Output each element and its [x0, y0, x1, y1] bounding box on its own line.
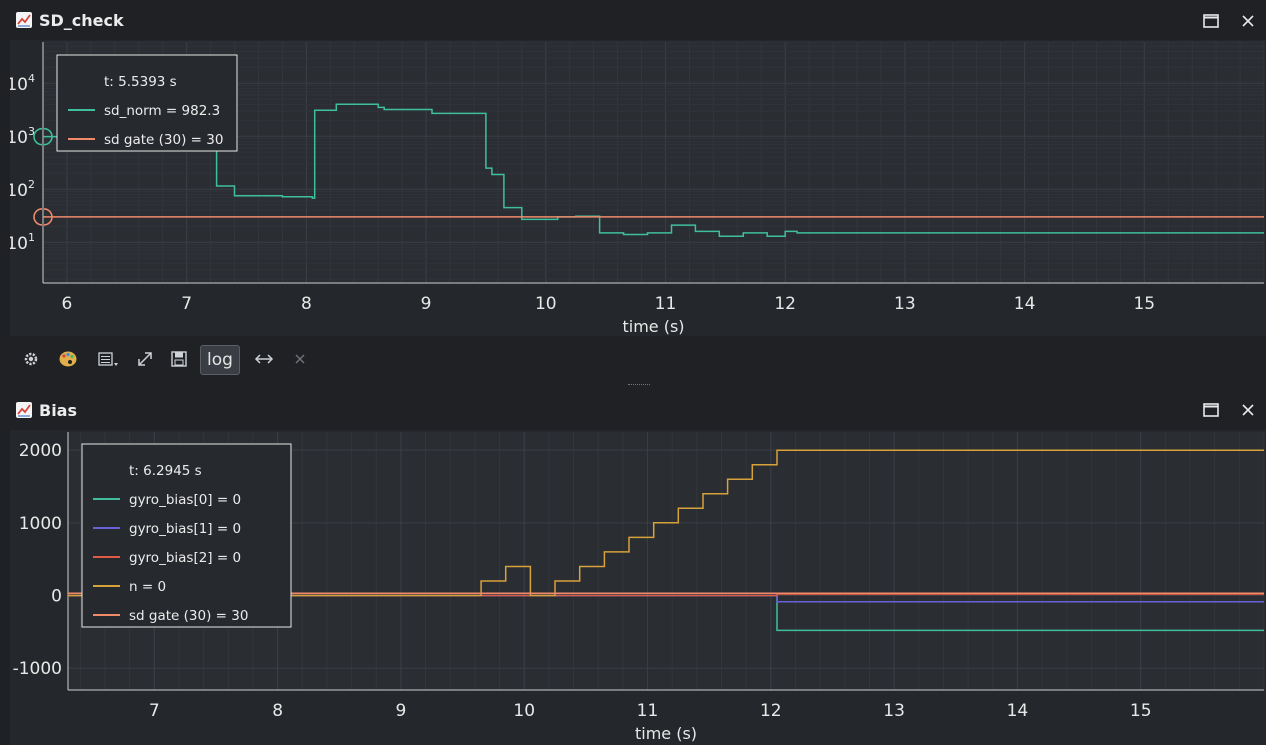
x-tick-label: 15	[1130, 701, 1152, 721]
x-tick-label: 9	[421, 294, 432, 314]
legend-time: t: 6.2945 s	[129, 463, 202, 479]
legend-entry: n = 0	[129, 579, 166, 595]
x-axis-label: time (s)	[635, 724, 697, 743]
palette-button[interactable]	[55, 346, 81, 372]
settings-button[interactable]	[18, 346, 44, 372]
x-tick-label: 11	[655, 294, 677, 314]
series-line-sd-norm	[43, 103, 1264, 237]
y-tick-label: -1000	[13, 659, 62, 679]
legend-menu-button[interactable]	[95, 346, 121, 372]
y-tick-label: 101	[10, 231, 35, 254]
chart-icon	[16, 12, 32, 28]
bias-plot-panel: 7 8 9 10 11 12 13 14 15 -1000 0 1000 2000 time (s) t: …	[10, 430, 1266, 745]
cursor-marker	[43, 208, 53, 226]
window-title: SD_check	[39, 10, 124, 30]
x-tick-label: 7	[181, 294, 192, 314]
x-axis-label: time (s)	[622, 317, 684, 336]
series-group	[43, 103, 1264, 237]
x-tick-label: 11	[637, 701, 659, 721]
expand-button[interactable]	[132, 346, 158, 372]
cursor-marker	[33, 127, 43, 146]
x-tick-label: 13	[894, 294, 916, 314]
x-tick-label: 8	[272, 701, 283, 721]
y-tick-label: 1000	[19, 514, 62, 534]
clear-icon	[295, 354, 305, 364]
top-window-titlebar: SD_check	[0, 0, 1266, 40]
close-button[interactable]	[1237, 399, 1259, 421]
bias-chart[interactable]: 7 8 9 10 11 12 13 14 15 -1000 0 1000 2000 time (s) t: …	[10, 430, 1266, 745]
grid-lines	[42, 41, 1265, 283]
cursor-marker	[33, 208, 43, 226]
x-tick-label: 10	[513, 701, 535, 721]
x-tick-label: 15	[1133, 294, 1155, 314]
close-icon	[1242, 15, 1254, 27]
x-tick-label: 14	[1014, 294, 1036, 314]
save-button[interactable]	[166, 346, 192, 372]
clear-button[interactable]	[287, 346, 313, 372]
plot-area[interactable]	[43, 42, 1264, 283]
y-tick-label: 0	[51, 587, 62, 607]
x-tick-label: 12	[774, 294, 796, 314]
legend-time: t: 5.5393 s	[104, 74, 177, 90]
legend-entry: gyro_bias[1] = 0	[129, 521, 241, 537]
x-tick-label: 8	[301, 294, 312, 314]
splitter-handle[interactable]	[628, 384, 650, 387]
legend-entry: sd gate (30) = 30	[129, 608, 248, 624]
x-tick-label: 10	[535, 294, 557, 314]
x-tick-label: 7	[149, 701, 160, 721]
legend: t: 5.5393 s sd_norm = 982.3 sd gate (30) =…	[56, 54, 238, 152]
settings-icon	[24, 352, 38, 366]
legend-box	[81, 443, 292, 628]
expand-icon	[138, 352, 152, 366]
x-tick-label: 9	[395, 701, 406, 721]
chart-icon	[16, 402, 32, 418]
autoscale-x-button[interactable]	[251, 346, 277, 372]
x-tick-label: 14	[1007, 701, 1029, 721]
sd-check-plot-panel: 6 7 8 9 10 11 12 13 14 15 101 102 103 104 time (s) t: 5…	[10, 40, 1266, 336]
close-button[interactable]	[1237, 10, 1259, 32]
legend-menu-icon	[98, 352, 118, 366]
cursor-marker	[43, 127, 53, 146]
x-tick-label: 6	[62, 294, 73, 314]
save-icon	[171, 351, 187, 367]
legend: t: 6.2945 s gyro_bias[0] = 0 gyro_bias[1] …	[81, 443, 292, 628]
legend-entry: gyro_bias[2] = 0	[129, 550, 241, 566]
maximize-button[interactable]	[1200, 10, 1222, 32]
bottom-window-titlebar: Bias	[0, 390, 1266, 430]
y-tick-label: 2000	[19, 441, 62, 461]
maximize-button[interactable]	[1200, 399, 1222, 421]
palette-icon	[59, 351, 77, 367]
legend-entry: gyro_bias[0] = 0	[129, 492, 241, 508]
horizontal-arrows-icon	[254, 354, 274, 364]
sd-check-chart[interactable]: 6 7 8 9 10 11 12 13 14 15 101 102 103 104 time (s) t: 5…	[10, 40, 1266, 336]
series-line-n	[68, 449, 1264, 597]
maximize-icon	[1203, 14, 1219, 28]
y-tick-label: 104	[10, 72, 35, 95]
legend-entry: sd gate (30) = 30	[104, 132, 223, 148]
y-tick-label: 103	[10, 125, 35, 148]
y-tick-label: 102	[10, 178, 35, 201]
log-scale-toggle[interactable]: log	[200, 345, 240, 375]
x-tick-label: 13	[883, 701, 905, 721]
legend-entry: sd_norm = 982.3	[104, 103, 220, 119]
window-title: Bias	[39, 400, 77, 420]
maximize-icon	[1203, 403, 1219, 417]
x-tick-label: 12	[760, 701, 782, 721]
close-icon	[1242, 404, 1254, 416]
legend-box	[56, 54, 238, 152]
plot-toolbar: log	[0, 338, 1266, 380]
